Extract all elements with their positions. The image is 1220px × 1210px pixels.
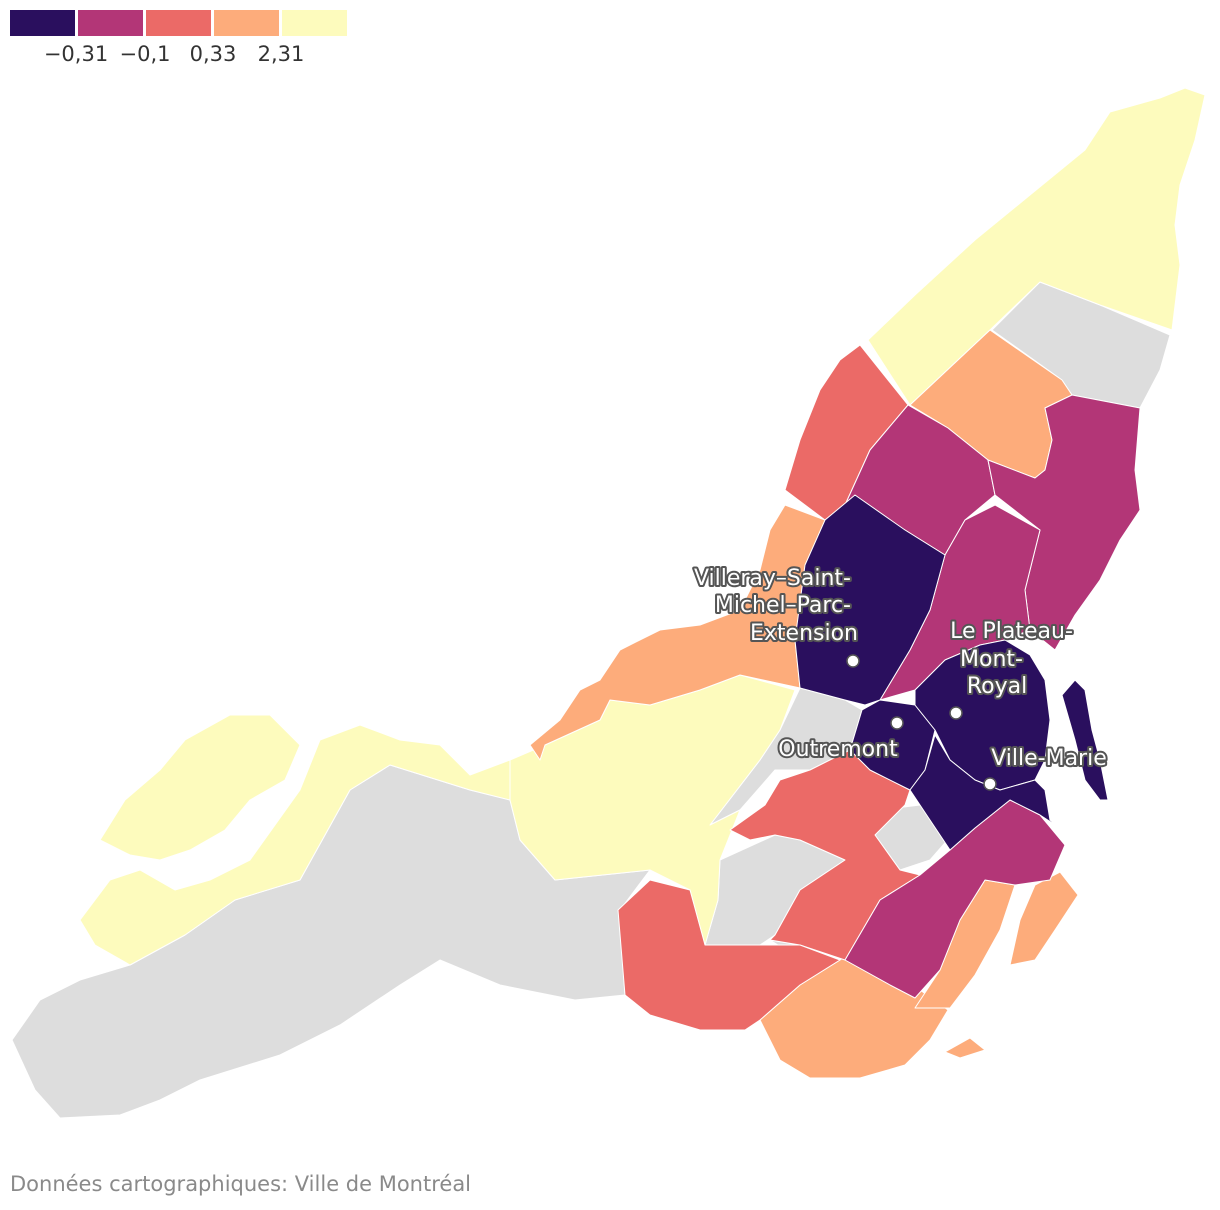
label-villeray-line3: Extension <box>750 621 858 646</box>
map-source-credit: Données cartographiques: Ville de Montré… <box>10 1172 472 1196</box>
marker-plateau <box>949 706 963 720</box>
region-ile-sainte-helene[interactable] <box>1009 871 1079 966</box>
label-plateau: Le Plateau- Mont- Royal <box>950 619 1080 699</box>
marker-ville-marie <box>983 777 997 791</box>
legend-tick-0: −0,31 <box>43 42 109 66</box>
region-ile-des-soeurs-tip[interactable] <box>944 1037 986 1059</box>
label-villeray: Villeray–Saint- Michel–Parc- Extension <box>694 566 858 646</box>
region-sud-ouest[interactable] <box>844 799 1066 999</box>
label-villeray-line2: Michel–Parc- <box>715 593 851 618</box>
region-lachine[interactable] <box>617 879 841 1031</box>
legend-swatch-2 <box>146 10 211 36</box>
region-ile-bizard-sainte-genevieve[interactable] <box>99 714 301 861</box>
legend-tick-3: 2,31 <box>257 42 305 66</box>
label-plateau-line1: Le Plateau- <box>950 619 1073 644</box>
label-ville-marie: Ville-Marie <box>991 746 1107 771</box>
label-villeray-line1: Villeray–Saint- <box>694 566 851 591</box>
label-plateau-line3: Royal <box>967 674 1027 699</box>
color-legend: −0,31 −0,1 0,33 2,31 <box>10 10 360 70</box>
region-ile-notre-dame[interactable] <box>1061 679 1109 801</box>
legend-swatch-3 <box>214 10 279 36</box>
region-riviere-des-prairies-pointe-aux-trembles[interactable] <box>867 87 1206 406</box>
region-plateau-mont-royal[interactable] <box>914 639 1051 791</box>
label-outremont: Outremont <box>778 737 898 762</box>
legend-swatch-0 <box>10 10 75 36</box>
marker-villeray <box>846 654 860 668</box>
legend-tick-1: −0,1 <box>119 42 171 66</box>
label-plateau-line2: Mont- <box>960 647 1023 672</box>
region-pierrefonds-roxboro[interactable] <box>79 724 541 966</box>
marker-outremont <box>890 716 904 730</box>
region-ville-marie[interactable] <box>909 734 1061 851</box>
legend-swatch-1 <box>78 10 143 36</box>
region-villeray-saint-michel-parc-extension[interactable] <box>794 494 946 706</box>
legend-tick-2: 0,33 <box>189 42 237 66</box>
legend-swatch-4 <box>282 10 347 36</box>
